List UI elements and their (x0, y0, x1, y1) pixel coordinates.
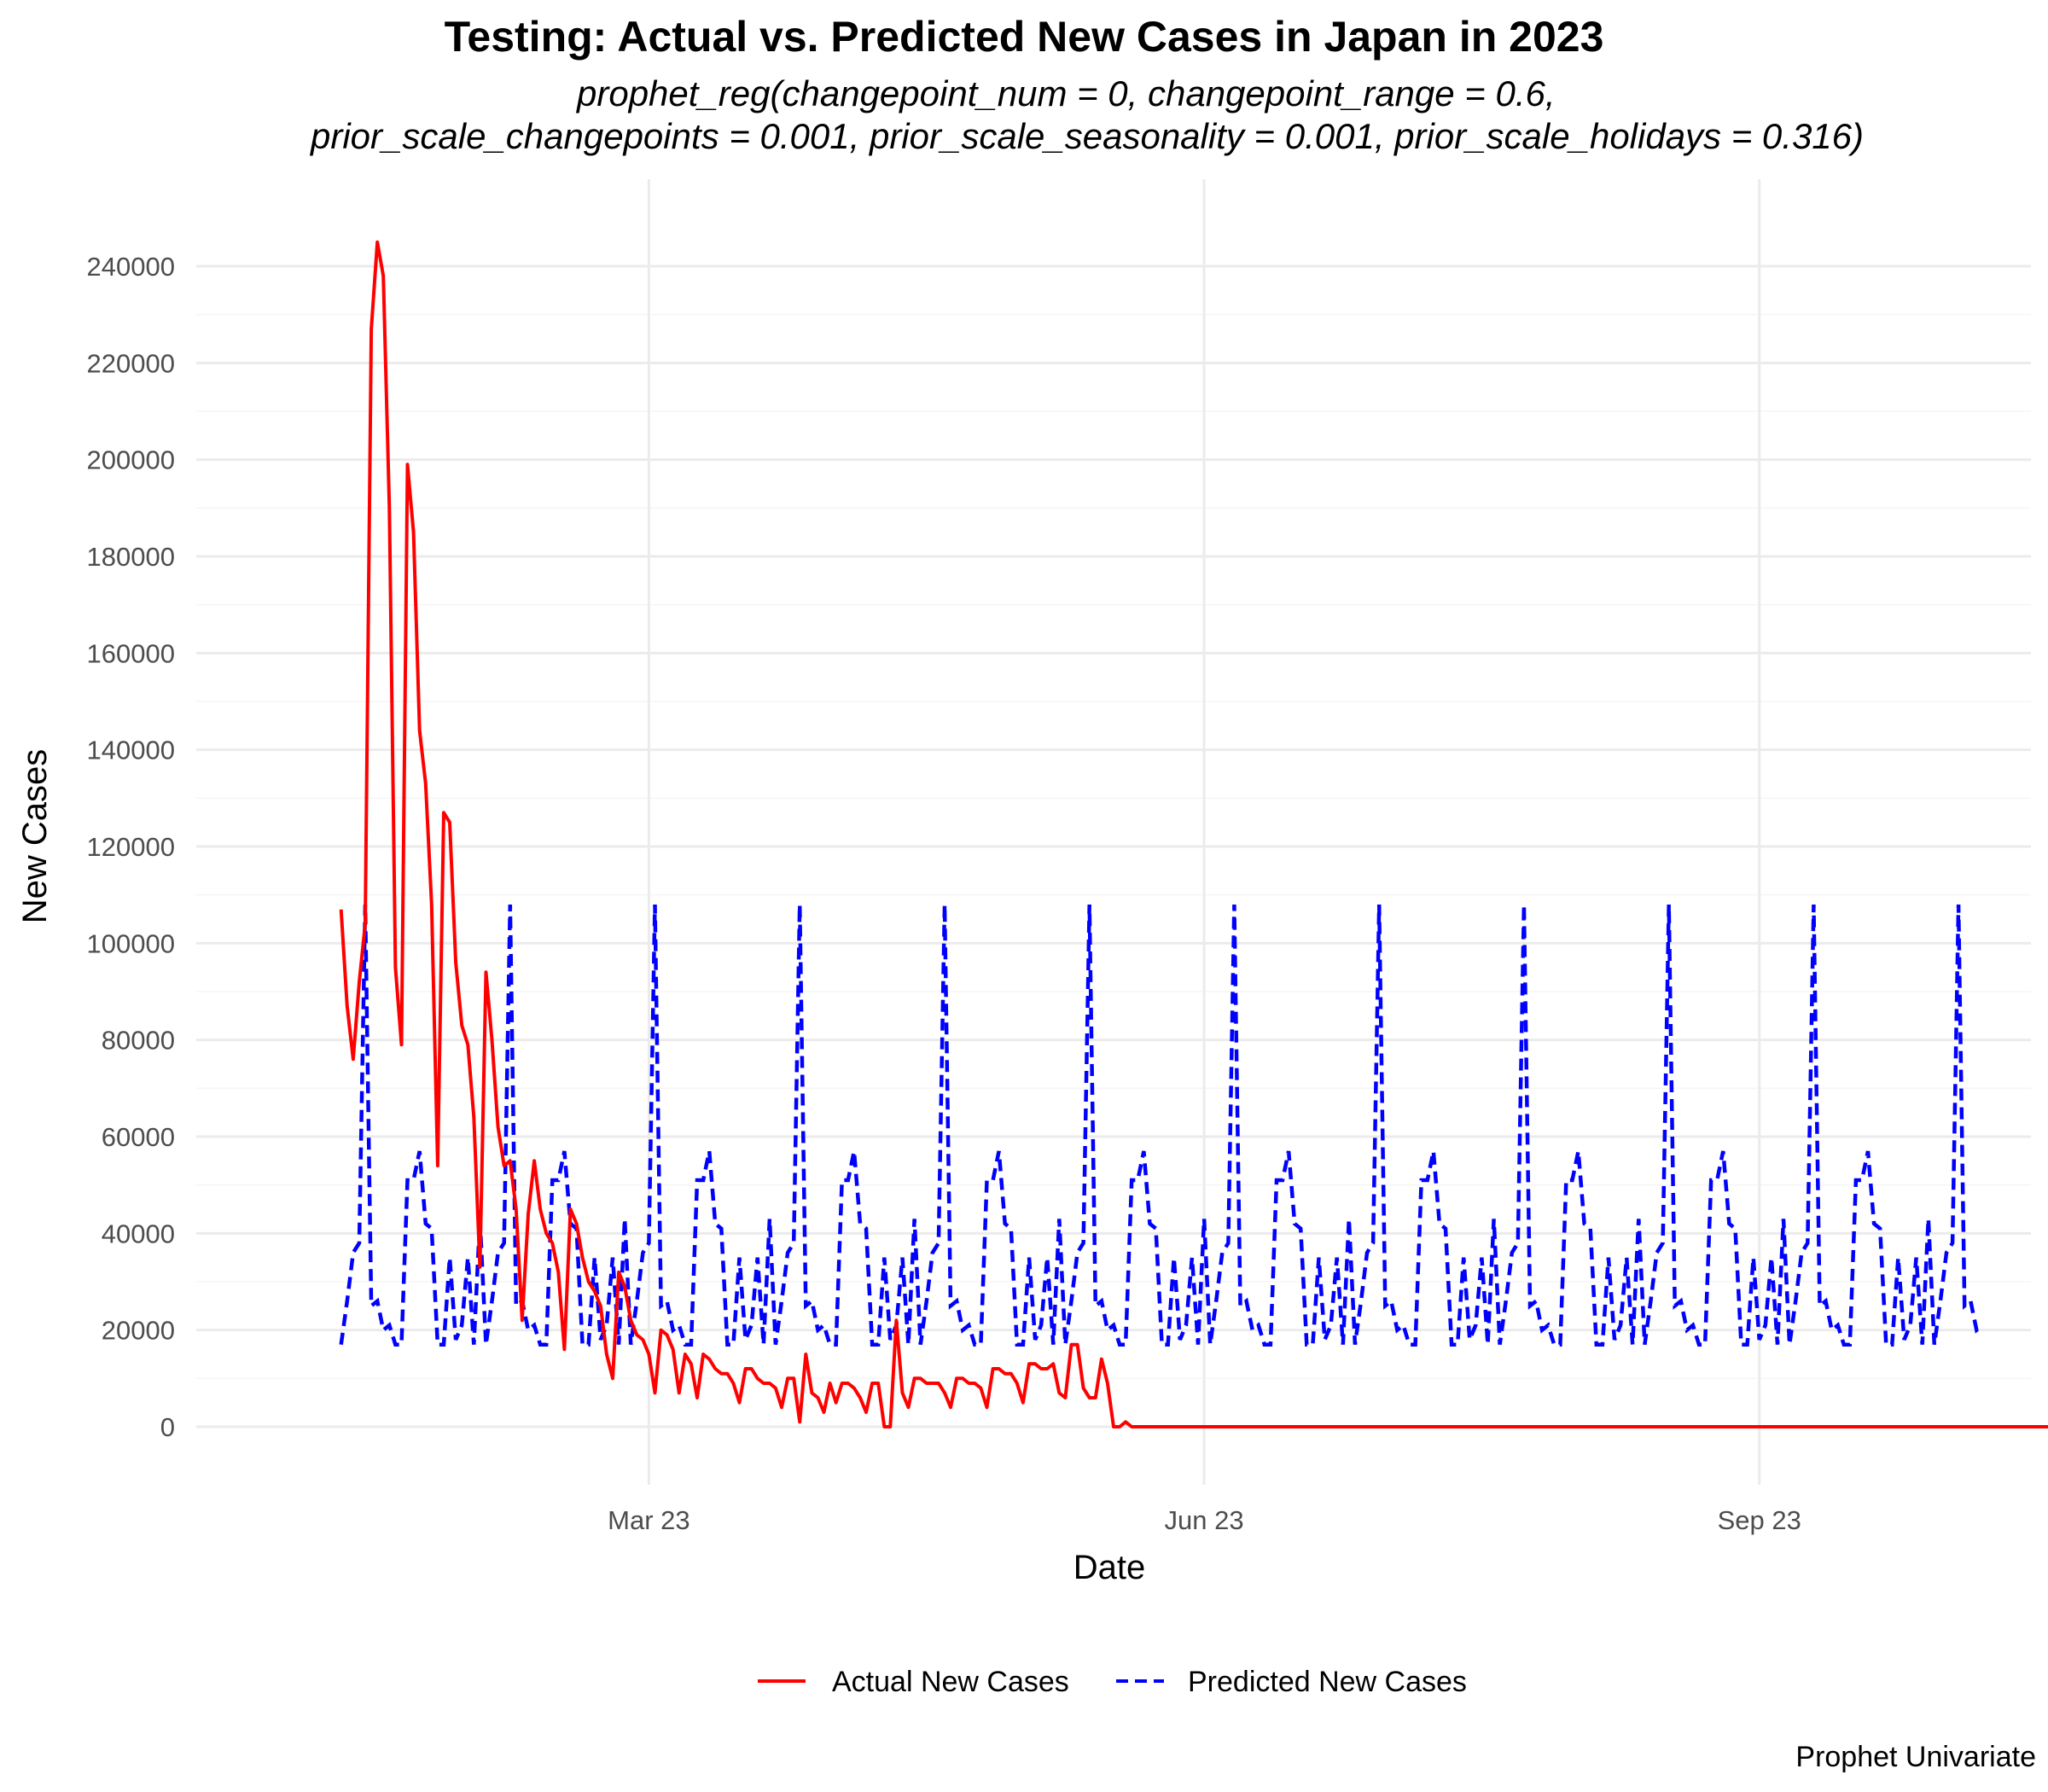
y-tick-label: 220000 (87, 348, 175, 378)
series-line-predicted (339, 904, 1984, 1347)
y-axis-title: New Cases (16, 749, 54, 924)
y-tick-label: 100000 (87, 928, 175, 958)
series-layer (339, 240, 2048, 1428)
chart-subtitle-line2: prior_scale_changepoints = 0.001, prior_… (311, 116, 1865, 156)
chart-caption: Prophet Univariate (1795, 1741, 2036, 1773)
x-axis-title: Date (1073, 1549, 1146, 1586)
y-tick-label: 40000 (102, 1219, 175, 1248)
y-tick-label: 60000 (102, 1122, 175, 1152)
tick-layer: 0 20000 40000 60000 80000 100000 120000 140000 1… (87, 252, 1801, 1535)
y-tick-label: 20000 (102, 1316, 175, 1346)
y-tick-label: 160000 (87, 638, 175, 668)
x-tick-label: Mar 23 (608, 1505, 689, 1535)
chart-title: Testing: Actual vs. Predicted New Cases … (444, 13, 1604, 61)
y-tick-label: 140000 (87, 736, 175, 765)
grid-layer (196, 179, 2031, 1485)
legend-label-actual: Actual New Cases (832, 1666, 1069, 1698)
x-tick-label: Jun 23 (1165, 1505, 1244, 1535)
y-tick-label: 0 (160, 1412, 175, 1442)
y-tick-label: 120000 (87, 832, 175, 862)
x-tick-label: Sep 23 (1718, 1505, 1801, 1535)
y-tick-label: 80000 (102, 1026, 175, 1056)
legend-label-predicted: Predicted New Cases (1188, 1666, 1467, 1698)
y-tick-label: 180000 (87, 542, 175, 572)
y-tick-label: 200000 (87, 445, 175, 475)
series-line-actual (339, 240, 2048, 1428)
y-tick-label: 240000 (87, 252, 175, 282)
legend: Actual New Cases Predicted New Cases (758, 1666, 1467, 1698)
chart-subtitle-line1: prophet_reg(changepoint_num = 0, changep… (577, 73, 1556, 113)
